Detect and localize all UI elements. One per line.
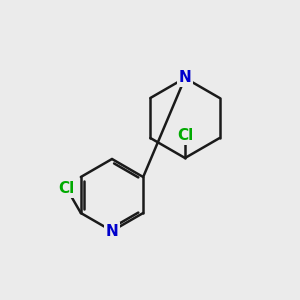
- Text: Cl: Cl: [59, 181, 75, 196]
- Text: N: N: [106, 224, 118, 238]
- Text: Cl: Cl: [177, 128, 193, 143]
- Text: N: N: [178, 70, 191, 86]
